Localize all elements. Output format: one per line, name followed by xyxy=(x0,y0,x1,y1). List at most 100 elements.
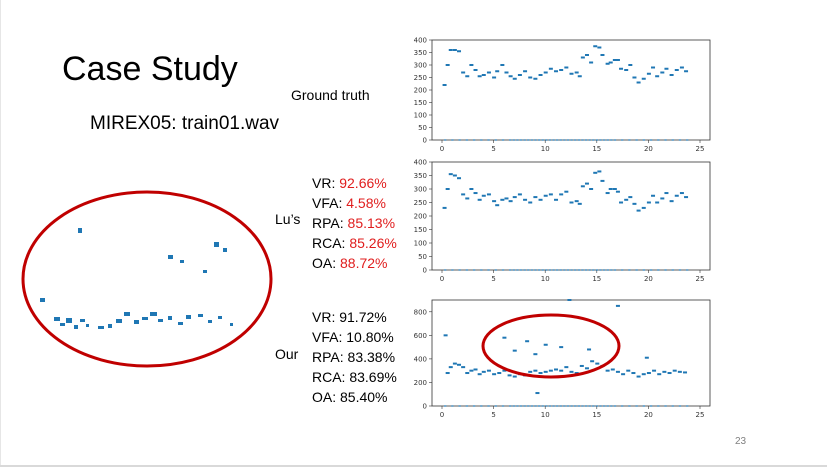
pitch-point xyxy=(632,202,637,205)
pitch-point xyxy=(684,196,689,199)
pitch-point xyxy=(567,299,572,301)
x-tick-label: 25 xyxy=(696,411,705,419)
spectrogram-blob xyxy=(150,312,157,316)
metric-row: OA: 85.40% xyxy=(312,387,397,407)
metric-value: 83.38% xyxy=(347,349,396,365)
ground-truth-label: Ground truth xyxy=(291,87,370,103)
x-tick-label: 20 xyxy=(644,145,653,153)
metric-row: VFA: 10.80% xyxy=(312,327,397,347)
pitch-point xyxy=(624,198,629,201)
pitch-point xyxy=(445,372,450,375)
pitch-point xyxy=(631,372,636,375)
pitch-point xyxy=(569,201,574,204)
pitch-point xyxy=(469,369,474,372)
pitch-point xyxy=(646,201,651,204)
pitch-point xyxy=(538,198,543,201)
x-tick-label: 5 xyxy=(491,411,495,419)
x-tick-label: 20 xyxy=(644,411,653,419)
pitch-point xyxy=(473,368,478,371)
pitch-point xyxy=(442,84,447,86)
pitch-point xyxy=(492,373,497,376)
pitch-point xyxy=(457,363,462,366)
pitch-point xyxy=(564,66,569,69)
spectrogram-blob xyxy=(40,298,45,302)
y-tick-label: 150 xyxy=(414,226,427,234)
pitch-point xyxy=(655,201,660,204)
metric-row: RCA: 83.69% xyxy=(312,367,397,387)
pitch-point xyxy=(465,197,470,200)
pitch-point xyxy=(486,71,491,74)
pitch-point xyxy=(610,368,615,371)
x-tick-label: 0 xyxy=(440,411,444,419)
pitch-point xyxy=(481,194,486,197)
pitch-point xyxy=(452,362,457,365)
pitch-point xyxy=(626,369,631,372)
pitch-point xyxy=(669,74,674,76)
spectrogram-blob xyxy=(158,319,163,322)
pitch-point xyxy=(580,56,585,59)
pitch-point xyxy=(597,46,602,49)
pitch-point xyxy=(584,182,589,185)
pitch-point xyxy=(548,193,553,196)
pitch-point xyxy=(495,204,500,207)
pitch-point xyxy=(477,75,482,78)
pitch-point xyxy=(548,369,553,372)
pitch-point xyxy=(619,201,624,204)
pitch-point xyxy=(664,67,669,70)
pitch-point xyxy=(543,370,548,373)
pitch-point xyxy=(605,192,610,195)
pitch-point xyxy=(559,193,564,196)
pitch-point xyxy=(497,372,502,375)
pitch-point xyxy=(528,201,533,204)
y-tick-label: 0 xyxy=(423,267,427,275)
y-tick-label: 250 xyxy=(414,74,427,82)
pitch-point xyxy=(504,71,509,74)
x-tick-label: 25 xyxy=(696,275,705,283)
pitch-point xyxy=(452,174,457,177)
pitch-point xyxy=(533,353,538,356)
y-tick-label: 350 xyxy=(414,172,427,180)
x-tick-label: 10 xyxy=(541,145,550,153)
spectrogram-blob xyxy=(74,325,78,329)
y-tick-label: 600 xyxy=(414,332,427,340)
metric-value: 85.13% xyxy=(347,215,396,231)
pitch-point xyxy=(486,369,491,372)
y-tick-label: 300 xyxy=(414,186,427,194)
pitch-point xyxy=(564,366,569,369)
pitch-point xyxy=(457,50,462,53)
pitch-point xyxy=(512,375,517,378)
pitch-point xyxy=(605,62,610,65)
slide-title: Case Study xyxy=(62,50,238,88)
pitch-point xyxy=(660,71,665,74)
spectrogram-blob xyxy=(134,320,139,324)
pitch-point xyxy=(512,349,517,352)
pitch-point xyxy=(559,369,564,372)
pitch-point xyxy=(502,369,507,372)
y-tick-label: 400 xyxy=(414,355,427,363)
pitch-point xyxy=(457,177,462,180)
pitch-point xyxy=(628,64,633,66)
pitch-point xyxy=(569,370,574,373)
pitch-point xyxy=(683,371,688,374)
pitch-point xyxy=(452,49,457,51)
metric-value: 91.72% xyxy=(339,309,387,325)
pitch-point xyxy=(535,392,540,395)
pitch-point xyxy=(504,197,509,200)
metric-row: OA: 88.72% xyxy=(312,253,397,273)
spectrogram-blob xyxy=(168,255,173,259)
metric-label: OA: xyxy=(312,389,337,405)
pitch-point xyxy=(507,374,512,377)
pitch-point xyxy=(517,74,522,76)
y-tick-label: 400 xyxy=(414,159,427,167)
spectrogram-blob xyxy=(66,318,72,323)
y-tick-label: 100 xyxy=(414,240,427,248)
pitch-point xyxy=(564,190,569,193)
pitch-point xyxy=(492,200,497,203)
method-label-lus: Lu’s xyxy=(275,211,301,227)
pitch-point xyxy=(469,64,474,66)
pitch-point xyxy=(538,74,543,76)
pitch-points xyxy=(442,45,689,86)
x-tick-label: 10 xyxy=(541,411,550,419)
pitch-point xyxy=(667,372,672,375)
pitch-point xyxy=(646,72,651,75)
